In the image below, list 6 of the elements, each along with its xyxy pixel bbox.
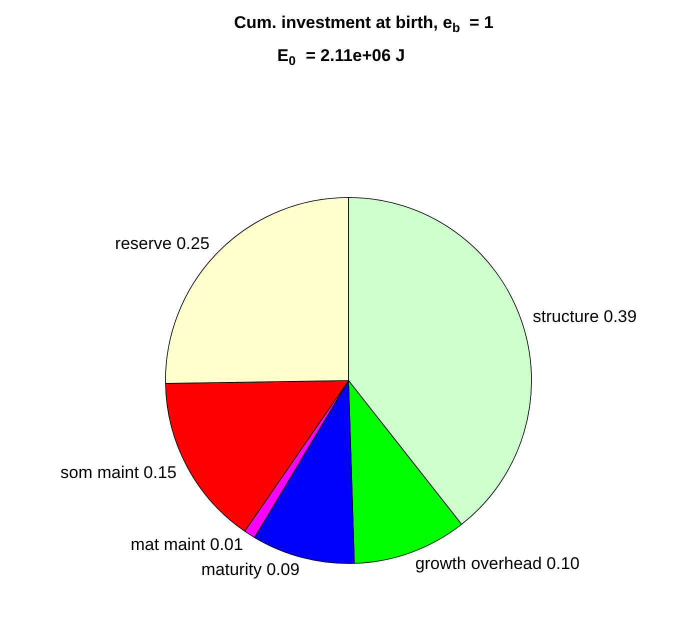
slice-label: reserve 0.25 <box>115 234 210 254</box>
slice-label: growth overhead 0.10 <box>415 554 580 574</box>
slice-label: som maint 0.15 <box>60 463 177 482</box>
slice-label: structure 0.39 <box>532 307 637 326</box>
slice-label: maturity 0.09 <box>201 560 300 579</box>
slice-label: mat maint 0.01 <box>130 535 244 554</box>
